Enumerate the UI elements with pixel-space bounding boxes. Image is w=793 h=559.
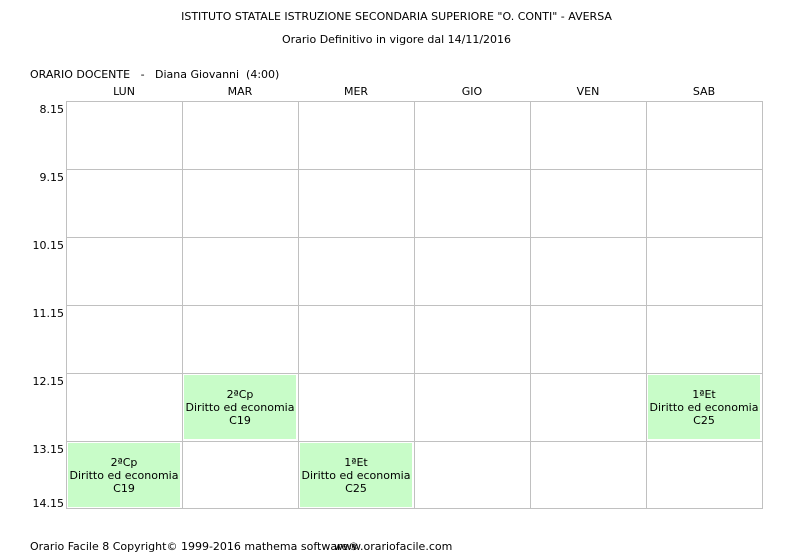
- lesson-cell[interactable]: 1ªEt Diritto ed economia C25: [648, 375, 760, 439]
- website-link[interactable]: www.orariofacile.com: [334, 540, 453, 553]
- lesson-class: 2ªCp: [226, 387, 254, 401]
- day-header-sab: SAB: [692, 85, 716, 98]
- grid-row-divider: [67, 169, 762, 170]
- time-label: 13.15: [32, 443, 65, 456]
- lesson-cell[interactable]: 2ªCp Diritto ed economia C19: [68, 443, 180, 507]
- lesson-subject: Diritto ed economia: [69, 468, 179, 482]
- grid-row-divider: [67, 305, 762, 306]
- grid-row-divider: [67, 373, 762, 374]
- lesson-subject: Diritto ed economia: [649, 400, 759, 414]
- time-label: 12.15: [32, 375, 65, 388]
- lesson-class: 1ªEt: [692, 387, 716, 401]
- time-label: 9.15: [39, 171, 65, 184]
- lesson-room: C25: [693, 413, 715, 427]
- school-title: ISTITUTO STATALE ISTRUZIONE SECONDARIA S…: [181, 10, 612, 23]
- time-label: 8.15: [39, 103, 65, 116]
- lesson-room: C25: [345, 481, 367, 495]
- lesson-subject: Diritto ed economia: [185, 400, 295, 414]
- lesson-cell[interactable]: 2ªCp Diritto ed economia C19: [184, 375, 296, 439]
- time-label: 14.15: [32, 497, 65, 510]
- copyright-text: Orario Facile 8 Copyright© 1999-2016 mat…: [30, 540, 360, 553]
- lesson-room: C19: [229, 413, 251, 427]
- grid-row-divider: [67, 441, 762, 442]
- day-header-lun: LUN: [113, 85, 135, 98]
- day-header-ven: VEN: [576, 85, 600, 98]
- day-header-mer: MER: [343, 85, 369, 98]
- teacher-label: ORARIO DOCENTE - Diana Giovanni (4:00): [30, 68, 280, 81]
- timetable-grid: 2ªCp Diritto ed economia C19 1ªEt Diritto ed…: [66, 101, 763, 509]
- schedule-subtitle: Orario Definitivo in vigore dal 14/11/20…: [281, 33, 512, 46]
- time-label: 10.15: [32, 239, 65, 252]
- time-label: 11.15: [32, 307, 65, 320]
- day-header-mar: MAR: [227, 85, 253, 98]
- grid-row-divider: [67, 237, 762, 238]
- lesson-cell[interactable]: 1ªEt Diritto ed economia C25: [300, 443, 412, 507]
- lesson-room: C19: [113, 481, 135, 495]
- lesson-class: 1ªEt: [344, 455, 368, 469]
- lesson-subject: Diritto ed economia: [301, 468, 411, 482]
- day-header-gio: GIO: [461, 85, 483, 98]
- lesson-class: 2ªCp: [110, 455, 138, 469]
